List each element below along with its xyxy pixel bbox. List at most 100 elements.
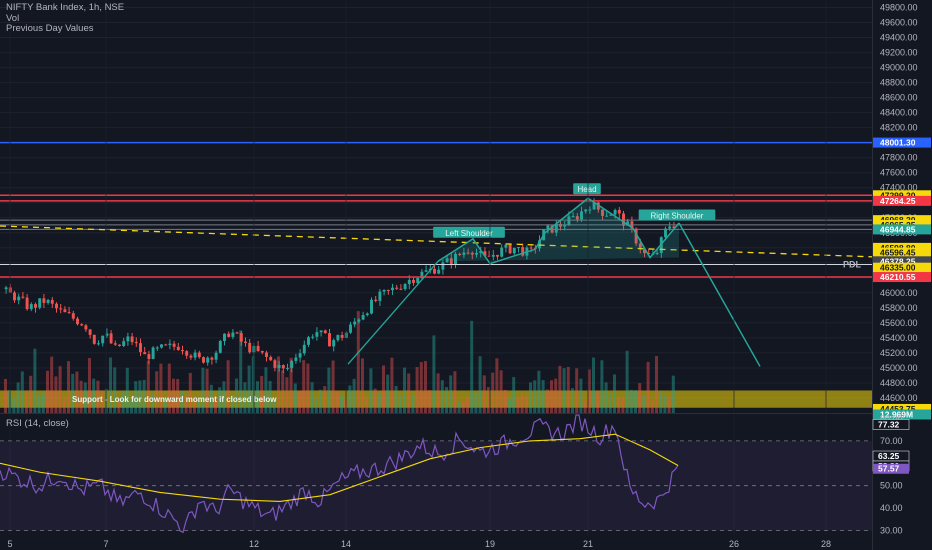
candle-body <box>248 342 252 353</box>
volume-bar <box>67 361 70 413</box>
volume-bar <box>524 395 528 413</box>
symbol-title[interactable]: NIFTY Bank Index, 1h, NSE <box>6 2 125 13</box>
candle-body <box>155 347 159 349</box>
price-tick-label: 49200.00 <box>880 48 918 58</box>
rsi-legend[interactable]: RSI (14, close) <box>6 418 69 429</box>
volume-bar <box>600 360 604 413</box>
volume-bar <box>629 389 633 413</box>
price-tick-label: 48200.00 <box>880 123 918 133</box>
candle-body <box>101 335 105 344</box>
rsi-ma-line <box>0 433 679 502</box>
volume-bar <box>285 377 289 413</box>
price-tag-label: 48001.30 <box>880 138 916 148</box>
candle-body <box>378 291 382 301</box>
candle-body <box>361 315 365 320</box>
head-shoulders-fill <box>438 198 679 264</box>
rsi-value-label: 57.57 <box>878 464 900 474</box>
volume-bar <box>247 365 251 413</box>
price-tick-label: 48800.00 <box>880 78 918 88</box>
volume-bar <box>176 379 180 413</box>
volume-bar <box>592 357 595 413</box>
volume-bar <box>340 395 343 413</box>
volume-bar <box>117 399 121 413</box>
volume-bar <box>608 393 612 413</box>
volume-bar <box>659 390 663 413</box>
volume-bar <box>445 387 448 413</box>
candle-body <box>244 341 247 343</box>
volume-bar <box>587 369 591 413</box>
candle-body <box>227 333 231 337</box>
candle-body <box>441 262 445 270</box>
volume-bar <box>205 368 209 413</box>
date-tick-label: 14 <box>341 539 351 549</box>
volume-bar <box>575 368 579 413</box>
right-shoulder-label-box <box>638 209 716 221</box>
volume-legend[interactable]: Vol <box>6 12 20 24</box>
volume-bar <box>453 371 457 413</box>
candle-body <box>21 296 25 298</box>
rising-trendline <box>347 260 439 365</box>
volume-bar <box>125 367 129 413</box>
volume-bar <box>520 394 524 413</box>
volume-bar <box>319 389 322 413</box>
date-tick-label: 26 <box>729 539 739 549</box>
volume-bar <box>209 384 213 413</box>
candle-body <box>147 354 151 359</box>
candle-body <box>151 347 155 359</box>
rsi-tick-label: 70.00 <box>880 436 903 446</box>
volume-bar <box>482 375 486 413</box>
price-tag <box>873 262 931 273</box>
candle-body <box>538 240 541 249</box>
volume-bar <box>113 367 117 413</box>
candle-body <box>239 333 243 342</box>
candle-body <box>130 336 134 343</box>
candle-body <box>126 336 130 342</box>
volume-bar <box>394 385 398 413</box>
volume-bar <box>62 397 66 413</box>
candle-body <box>647 253 651 255</box>
volume-bar <box>138 380 142 413</box>
candle-body <box>164 344 168 346</box>
volume-bar <box>432 335 436 413</box>
volume-bar <box>58 366 62 413</box>
candle-body <box>672 226 676 229</box>
volume-bar <box>516 396 520 413</box>
volume-bar <box>407 373 411 413</box>
volume-bar <box>642 394 646 413</box>
volume-bar <box>251 356 255 413</box>
candle-body <box>517 247 520 249</box>
volume-bar <box>655 356 658 413</box>
trend-line <box>0 225 873 258</box>
date-tick-label: 21 <box>583 539 593 549</box>
candle-body <box>185 351 189 356</box>
candle-body <box>491 254 495 257</box>
volume-bar <box>566 366 570 413</box>
volume-bar <box>88 358 91 413</box>
candle-body <box>218 341 222 353</box>
volume-bar <box>167 363 171 413</box>
candle-body <box>290 360 294 368</box>
rsi-tick-label: 40.00 <box>880 503 903 513</box>
date-tick-label: 12 <box>249 539 259 549</box>
candle-body <box>176 346 180 350</box>
candle-body <box>365 313 369 316</box>
candle-body <box>592 202 596 210</box>
support-text: Support - Look for downward moment if cl… <box>72 395 277 404</box>
candle-body <box>235 332 239 334</box>
volume-bar <box>487 387 490 413</box>
candle-body <box>50 299 54 304</box>
candle-body <box>643 249 646 254</box>
volume-bar <box>83 382 87 413</box>
price-tag-label: 46944.85 <box>880 224 916 234</box>
previous-day-values-legend[interactable]: Previous Day Values <box>6 23 94 34</box>
candle-body <box>122 341 126 346</box>
candle-body <box>668 226 672 229</box>
candle-body <box>315 332 319 337</box>
volume-bar <box>457 400 461 413</box>
candle-body <box>323 330 327 334</box>
volume-bar <box>239 330 243 413</box>
price-tag-label: 44453.75 <box>880 404 916 414</box>
volume-bar <box>281 370 285 413</box>
support-zone <box>0 390 872 408</box>
